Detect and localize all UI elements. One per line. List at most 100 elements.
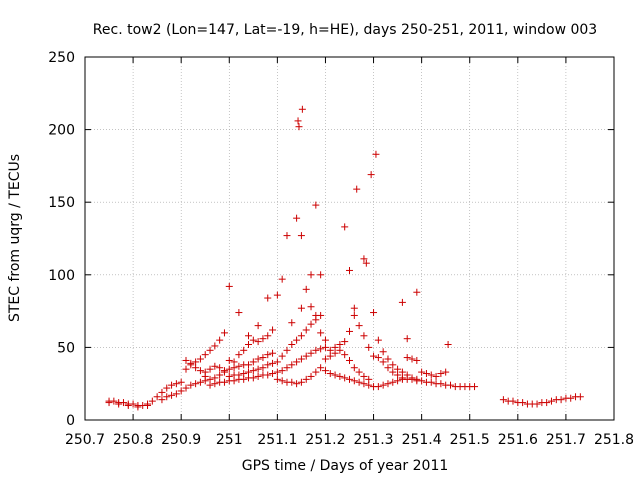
data-point <box>134 403 142 411</box>
data-point <box>341 374 349 382</box>
data-point <box>295 123 303 131</box>
data-point <box>336 372 344 380</box>
data-point <box>346 375 353 383</box>
data-point <box>273 358 281 366</box>
chart-title: Rec. tow2 (Lon=147, Lat=-19, h=HE), days… <box>93 22 597 38</box>
x-tick-label: 250.8 <box>113 432 153 448</box>
data-point <box>273 375 281 383</box>
data-point <box>192 364 200 372</box>
data-point <box>302 285 310 293</box>
data-point <box>355 368 363 376</box>
data-point <box>264 351 272 359</box>
data-point <box>360 372 368 380</box>
data-point <box>264 361 272 369</box>
data-point <box>379 381 387 389</box>
data-point <box>259 354 267 362</box>
data-point <box>211 342 219 350</box>
data-point <box>567 394 575 402</box>
data-point <box>312 368 320 376</box>
data-point <box>360 255 368 263</box>
data-point <box>307 349 315 357</box>
data-point <box>403 335 411 343</box>
y-tick-label: 250 <box>48 50 75 66</box>
data-point <box>307 320 315 328</box>
data-point <box>293 336 301 344</box>
data-point <box>389 368 397 376</box>
data-point <box>293 380 301 388</box>
data-point <box>297 332 305 340</box>
data-point <box>370 309 378 317</box>
x-tick-label: 251.3 <box>353 432 393 448</box>
data-point <box>372 150 380 158</box>
data-point <box>240 375 248 383</box>
data-point <box>119 399 127 407</box>
data-point <box>437 370 445 378</box>
data-point <box>278 377 286 385</box>
data-point <box>264 332 272 340</box>
data-point <box>254 365 262 373</box>
data-point <box>302 326 310 334</box>
data-point <box>269 326 277 334</box>
data-point <box>115 400 123 408</box>
data-point <box>297 355 305 363</box>
data-point <box>264 371 272 379</box>
data-point <box>254 322 262 330</box>
x-axis-ticks: 250.7 250.8 250.9 251 251.1 251.2 251.3 251.4 25… <box>65 57 634 448</box>
data-point <box>350 364 358 372</box>
data-point <box>294 117 302 125</box>
data-point <box>288 378 296 386</box>
data-point <box>288 340 296 348</box>
data-point <box>365 381 373 389</box>
data-point <box>427 378 435 386</box>
data-point <box>442 368 450 376</box>
data-point <box>273 368 281 376</box>
data-point <box>326 346 334 354</box>
data-point <box>312 311 320 319</box>
data-point <box>422 370 430 378</box>
data-point <box>129 400 137 408</box>
data-point <box>317 364 325 372</box>
data-point <box>408 375 416 383</box>
data-point <box>144 401 152 409</box>
data-point <box>168 381 176 389</box>
data-point <box>249 367 257 375</box>
data-point <box>283 364 291 372</box>
data-point <box>350 304 358 312</box>
data-point <box>398 374 406 382</box>
data-point <box>444 340 452 348</box>
data-point <box>384 355 392 363</box>
data-point <box>321 343 329 351</box>
data-point <box>321 336 329 344</box>
data-point <box>576 393 584 401</box>
data-point <box>172 380 180 388</box>
data-point <box>355 378 363 386</box>
data-point <box>432 372 440 380</box>
data-point <box>235 362 243 370</box>
data-point <box>379 348 387 356</box>
x-axis-label: GPS time / Days of year 2011 <box>242 458 449 474</box>
data-point <box>124 401 132 409</box>
data-point <box>499 396 507 404</box>
data-point <box>249 374 257 382</box>
plot-frame <box>84 56 615 421</box>
y-tick-label: 50 <box>57 340 75 356</box>
data-point <box>206 346 214 354</box>
data-point <box>105 399 113 407</box>
y-tick-label: 200 <box>48 123 75 139</box>
data-point <box>177 387 185 395</box>
data-point <box>353 185 361 193</box>
data-point <box>298 105 306 113</box>
data-point <box>163 384 171 392</box>
data-point <box>259 364 267 372</box>
data-point <box>283 346 291 354</box>
data-point <box>187 359 195 367</box>
data-point <box>360 332 368 340</box>
data-point <box>249 358 257 366</box>
data-point <box>533 400 541 408</box>
y-tick-label: 0 <box>66 413 75 429</box>
y-tick-label: 100 <box>48 268 75 284</box>
data-point <box>297 304 305 312</box>
data-point <box>206 365 214 373</box>
data-point <box>254 338 262 346</box>
data-point <box>312 201 320 209</box>
